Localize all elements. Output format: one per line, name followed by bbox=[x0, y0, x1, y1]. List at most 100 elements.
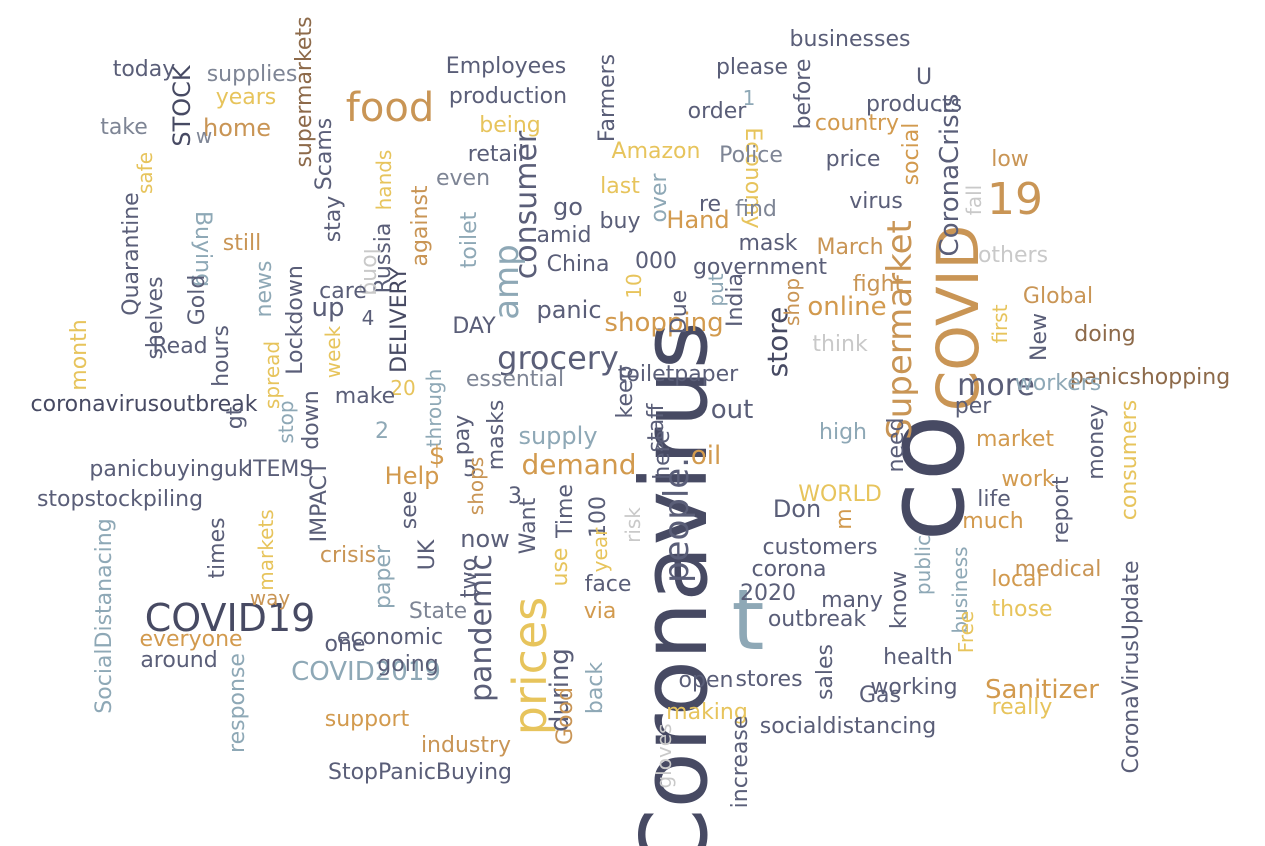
word-safe: safe bbox=[133, 151, 157, 195]
word-want: Want bbox=[516, 497, 541, 555]
word-before: before bbox=[791, 58, 816, 130]
word-gt: gt bbox=[223, 406, 248, 430]
word-down: down bbox=[299, 390, 324, 450]
word-first: first bbox=[988, 304, 1012, 344]
word-last: last bbox=[600, 174, 640, 199]
word-government: government bbox=[692, 255, 828, 280]
word-police: Police bbox=[719, 143, 783, 168]
word-today: today bbox=[112, 57, 176, 82]
word-medical: medical bbox=[1014, 557, 1102, 582]
word-re: re bbox=[698, 192, 722, 217]
word-many: many bbox=[821, 588, 883, 613]
word-customers: customers bbox=[762, 535, 878, 560]
word-20: 20 bbox=[390, 376, 416, 400]
word-india: India bbox=[723, 273, 748, 327]
word-uk: UK bbox=[415, 539, 440, 571]
word-open: open bbox=[678, 668, 734, 693]
word-care: care bbox=[319, 279, 367, 304]
word-doing: doing bbox=[1074, 322, 1136, 347]
word-order: order bbox=[687, 99, 747, 124]
word-coronavirusupdate: CoronaVirusUpdate bbox=[1119, 560, 1144, 774]
word-1: 1 bbox=[742, 86, 756, 110]
word-health: health bbox=[883, 645, 953, 670]
word-stay: stay bbox=[321, 195, 346, 243]
word-masks: masks bbox=[484, 399, 509, 471]
word-think: think bbox=[812, 332, 868, 357]
word-000: 000 bbox=[635, 249, 677, 274]
word-face: face bbox=[584, 572, 632, 597]
word-good: Good bbox=[553, 687, 578, 745]
word-w: w bbox=[195, 124, 213, 148]
word-employees: Employees bbox=[445, 54, 567, 79]
word-retail: retail bbox=[467, 142, 525, 167]
word-covid2019: COVID2019 bbox=[291, 657, 441, 687]
word-10: 10 bbox=[622, 273, 646, 299]
word-help: Help bbox=[384, 462, 440, 490]
word-socialdistanacing: SocialDistanacing bbox=[92, 518, 117, 714]
word-scams: Scams bbox=[312, 117, 337, 191]
word-corona: corona bbox=[751, 557, 827, 582]
word-price: price bbox=[825, 147, 881, 172]
word-spread: spread bbox=[260, 340, 284, 410]
word-being: being bbox=[479, 113, 541, 138]
word-against: against bbox=[408, 185, 433, 267]
word-public: public bbox=[911, 534, 935, 596]
word-outbreak: outbreak bbox=[767, 607, 867, 632]
word-don: Don bbox=[772, 495, 822, 523]
word-market: market bbox=[975, 427, 1055, 452]
word-others: others bbox=[977, 243, 1049, 268]
word-keep: keep bbox=[613, 365, 638, 419]
word-more: more bbox=[957, 368, 1035, 403]
word-going: going bbox=[377, 652, 439, 677]
word-fight: fight bbox=[852, 272, 904, 297]
word-home: home bbox=[202, 114, 272, 142]
word-make: make bbox=[334, 384, 396, 409]
word-stock: STOCK bbox=[168, 65, 196, 147]
word-19: 19 bbox=[987, 174, 1043, 225]
word-around: around bbox=[140, 648, 218, 673]
word-country: country bbox=[814, 111, 900, 136]
word-see: see bbox=[397, 490, 422, 530]
word-years: years bbox=[215, 85, 277, 110]
word-panic: panic bbox=[536, 296, 602, 324]
word-world: WORLD bbox=[798, 482, 882, 507]
word-panicbuyinguk: panicbuyinguk bbox=[89, 457, 251, 482]
word-essential: essential bbox=[465, 367, 565, 392]
word-up: up bbox=[311, 293, 345, 323]
word-industry: industry bbox=[420, 733, 512, 758]
word-online: online bbox=[807, 292, 887, 322]
word-march: March bbox=[816, 235, 884, 260]
word-fall: fall bbox=[962, 184, 986, 216]
word-much: much bbox=[962, 509, 1024, 534]
word-stop: stop bbox=[274, 400, 298, 444]
word-lockdown: Lockdown bbox=[283, 265, 308, 375]
word-sanitizer: Sanitizer bbox=[985, 675, 1099, 705]
word-response: response bbox=[225, 653, 250, 753]
word-working: working bbox=[870, 675, 958, 700]
word-amp: amp bbox=[487, 244, 527, 320]
word-stores: stores bbox=[735, 667, 803, 692]
word-out: out bbox=[710, 395, 754, 425]
word-life: life bbox=[977, 487, 1011, 512]
word-coronavirusoutbreak: coronavirusoutbreak bbox=[30, 392, 258, 417]
word-demand: demand bbox=[521, 448, 637, 481]
word-delivery: DELIVERY bbox=[387, 267, 412, 373]
word-paper: paper bbox=[371, 545, 396, 609]
word-one: one bbox=[324, 632, 366, 657]
word-crisis: crisis bbox=[319, 543, 377, 568]
word-free: Free bbox=[954, 610, 978, 654]
word-workers: workers bbox=[1014, 371, 1102, 396]
word-day: DAY bbox=[452, 314, 496, 339]
word-high: high bbox=[819, 420, 867, 445]
word-need: need bbox=[884, 417, 909, 473]
word-sales: sales bbox=[813, 643, 838, 701]
word-businesses: businesses bbox=[789, 27, 911, 52]
word-please: please bbox=[715, 55, 789, 80]
word-production: production bbox=[448, 84, 568, 109]
word-way: way bbox=[249, 586, 291, 610]
word-4: 4 bbox=[361, 306, 375, 330]
word-go: go bbox=[553, 193, 583, 221]
word-shop: shop bbox=[780, 277, 804, 327]
word-still: still bbox=[222, 231, 262, 256]
